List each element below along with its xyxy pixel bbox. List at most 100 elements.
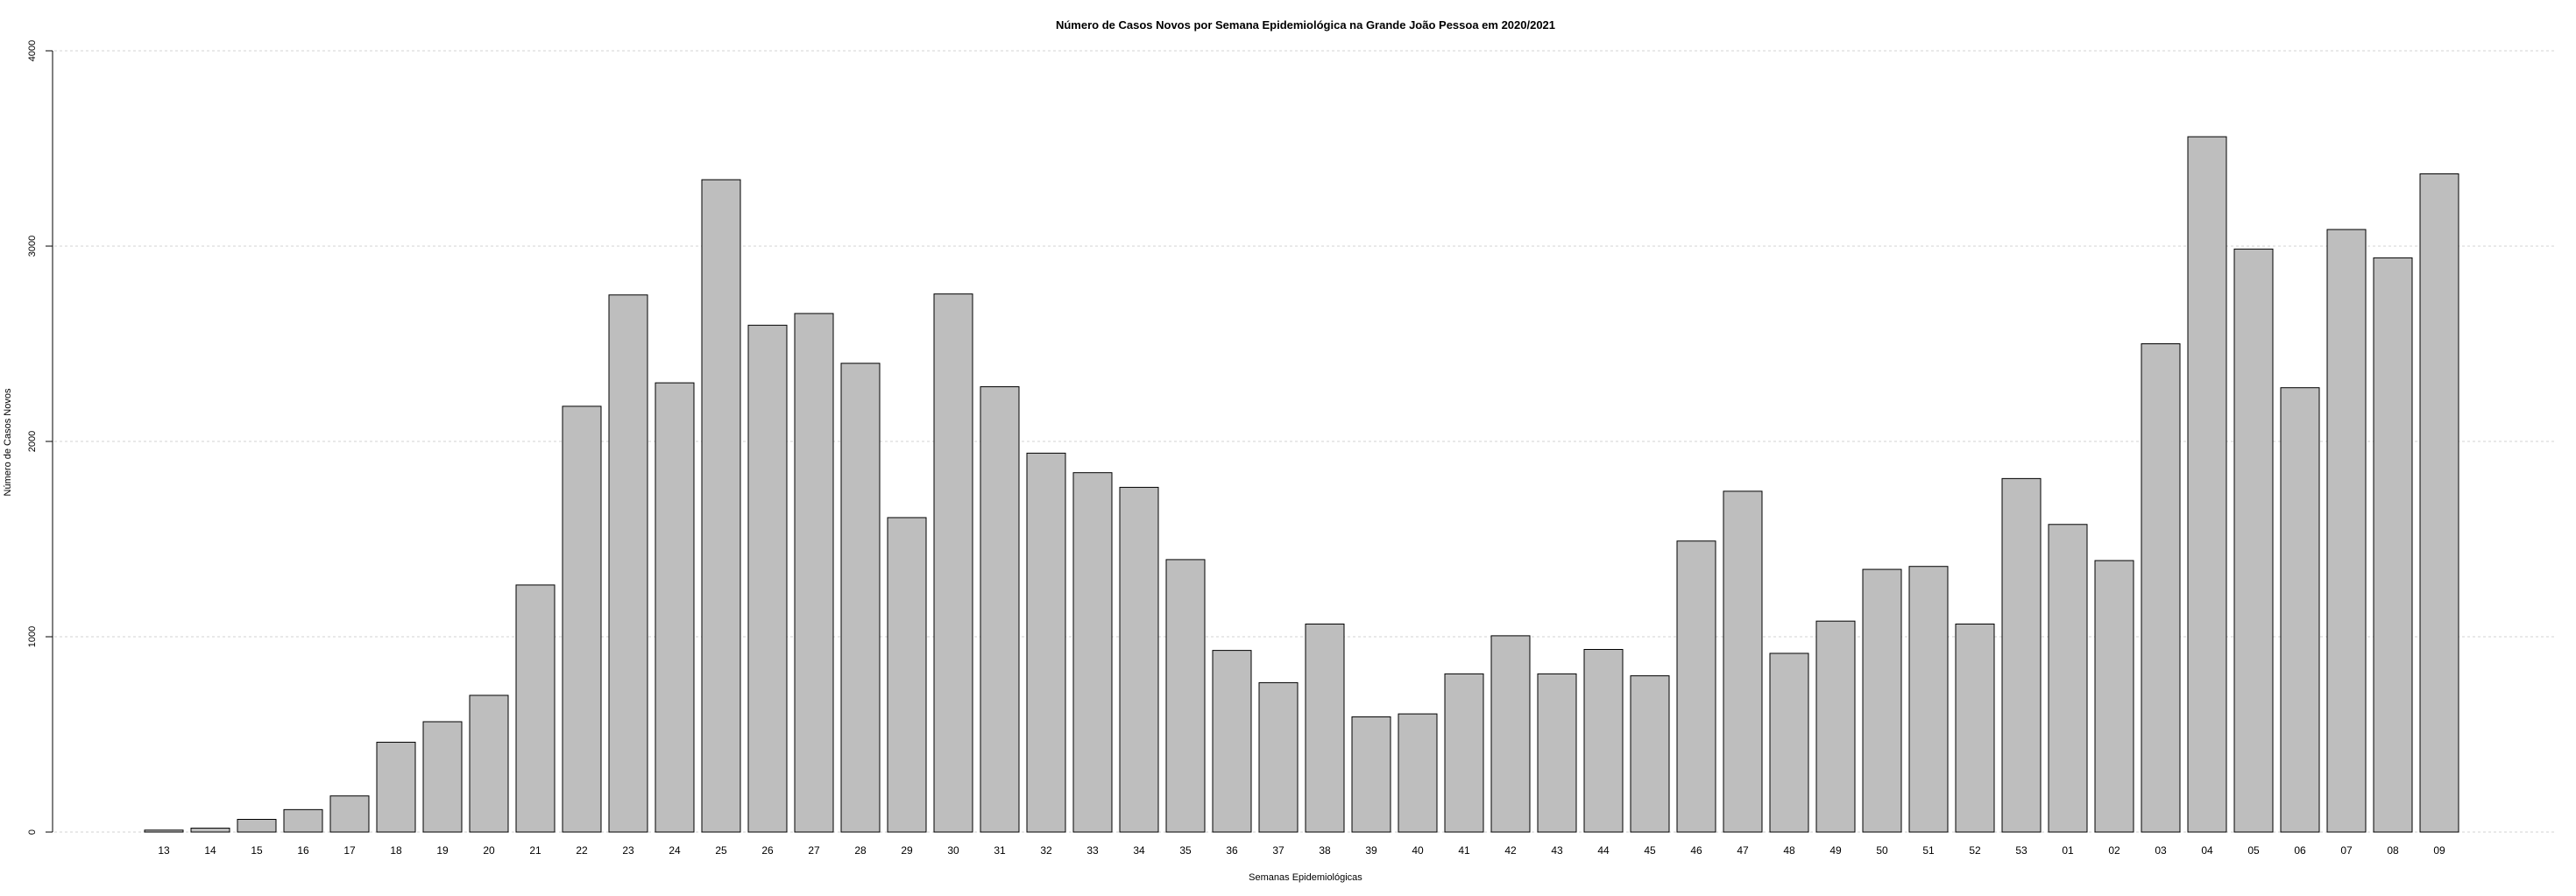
x-tick-label: 09 [2433,844,2445,857]
x-tick-label: 20 [483,844,495,857]
y-tick-label: 4000 [27,40,38,61]
x-tick-label: 47 [1737,844,1749,857]
bar [980,386,1020,833]
x-tick-label: 33 [1086,844,1099,857]
y-axis: 0 1000 2000 3000 4000 [27,40,53,835]
bar [1630,675,1670,833]
x-tick-label: 13 [158,844,170,857]
bar [562,406,602,833]
bars [144,136,2459,833]
x-tick-label: 52 [1969,844,1981,857]
x-tick-label: 35 [1179,844,1192,857]
x-tick-label: 16 [297,844,309,857]
x-tick-label: 44 [1597,844,1610,857]
bar [1305,624,1345,833]
bar [144,829,184,833]
x-tick-label: 41 [1458,844,1470,857]
x-tick-label: 07 [2340,844,2353,857]
bar [376,741,416,833]
bar [1955,624,1995,833]
bar [1490,635,1531,833]
bar [655,382,695,833]
x-tick-label: 32 [1040,844,1052,857]
bar [1398,713,1438,833]
x-tick-label: 38 [1319,844,1331,857]
bar [2326,229,2367,833]
x-tick-label: 48 [1783,844,1795,857]
bar [2001,477,2042,833]
y-tick-label: 1000 [27,626,38,647]
chart-title: Número de Casos Novos por Semana Epidemi… [1056,18,1555,32]
x-tick-label: 31 [994,844,1006,857]
bar [329,795,370,833]
bar [1026,452,1066,833]
x-tick-label: 49 [1829,844,1842,857]
bar [1908,566,1949,833]
bar [2280,387,2320,833]
x-tick-label: 05 [2247,844,2260,857]
x-tick-label: 01 [2062,844,2074,857]
bar [1537,673,1577,833]
x-tick-label: 40 [1412,844,1424,857]
bar [1444,673,1484,833]
x-tick-label: 03 [2155,844,2167,857]
bar [2141,343,2181,833]
bar [1258,681,1299,833]
x-tick-label: 43 [1551,844,1563,857]
bar [701,179,741,833]
bar [2094,560,2134,833]
bar [933,293,973,833]
y-tick-label: 3000 [27,236,38,257]
x-tick-label: 46 [1690,844,1702,857]
x-tick-label: 34 [1133,844,1145,857]
bar [1583,648,1624,833]
x-tick-labels: 13 14 15 16 17 18 19 20 21 22 23 24 25 26 27 28 29 30 31 32… [158,844,2445,857]
x-tick-label: 24 [669,844,681,857]
bar [840,363,881,833]
bar [283,808,323,833]
bar [747,324,788,833]
y-axis-label: Número de Casos Novos [3,388,13,496]
x-tick-label: 53 [2015,844,2028,857]
x-tick-label: 19 [436,844,449,857]
bar [1676,540,1716,833]
x-tick-label: 14 [204,844,216,857]
x-tick-label: 08 [2387,844,2399,857]
bar [608,294,648,833]
x-tick-label: 51 [1922,844,1935,857]
x-tick-label: 27 [808,844,820,857]
x-tick-label: 42 [1504,844,1517,857]
x-tick-label: 18 [390,844,402,857]
x-tick-label: 36 [1226,844,1238,857]
x-tick-label: 06 [2294,844,2306,857]
bar [1769,653,1809,833]
bar [1815,620,1856,833]
x-tick-label: 45 [1644,844,1656,857]
x-tick-label: 29 [901,844,913,857]
bar [190,828,230,833]
bar [2187,136,2227,833]
x-tick-label: 23 [622,844,634,857]
x-tick-label: 28 [854,844,867,857]
bar [422,721,463,833]
x-tick-label: 30 [947,844,959,857]
bar [887,517,927,833]
bar [1351,716,1391,833]
x-tick-label: 17 [343,844,356,857]
bar [794,313,834,833]
bar [2233,248,2274,833]
x-axis-label: Semanas Epidemiológicas [1249,872,1362,883]
y-tick-label: 0 [27,829,38,835]
bar [2419,173,2459,833]
bar [1072,472,1113,833]
bar [515,584,556,833]
bar [237,819,277,833]
y-tick-label: 2000 [27,431,38,452]
x-tick-label: 02 [2108,844,2120,857]
x-tick-label: 50 [1876,844,1888,857]
bar [1212,650,1252,833]
x-tick-label: 26 [761,844,774,857]
x-tick-label: 15 [251,844,263,857]
bar [1862,568,1902,833]
